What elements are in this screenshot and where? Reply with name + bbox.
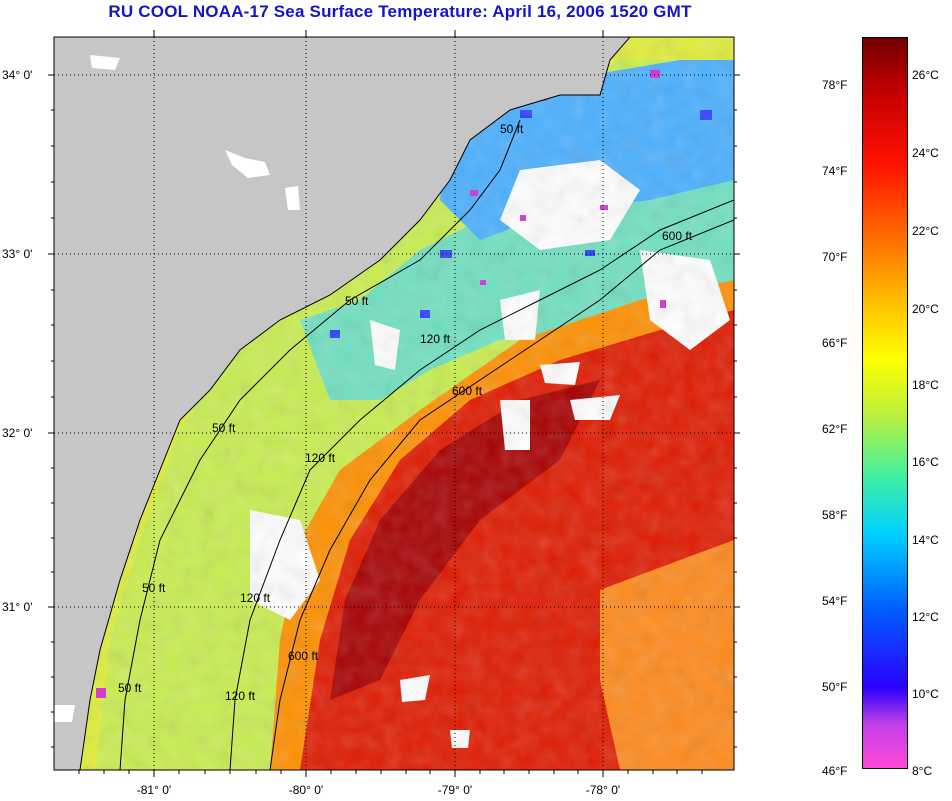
map-title: RU COOL NOAA-17 Sea Surface Temperature:… [108, 2, 692, 21]
contour-label: 50 ft [212, 421, 236, 435]
contour-label: 50 ft [118, 681, 142, 695]
contour-label: 600 ft [452, 384, 483, 398]
fahrenheit-label: 62°F [822, 422, 848, 436]
land-mass [54, 37, 631, 770]
celsius-label: 16°C [912, 455, 939, 469]
fahrenheit-label: 70°F [822, 250, 848, 264]
lat-label: 33° 0' [2, 247, 32, 261]
contour-label: 600 ft [662, 229, 693, 243]
lon-label: -81° 0' [137, 783, 171, 797]
axis-ticks [48, 30, 740, 777]
graticule [54, 37, 734, 770]
lon-label: -78° 0' [586, 783, 620, 797]
celsius-label: 24°C [912, 146, 939, 160]
lat-label: 34° 0' [2, 68, 32, 82]
contour-label: 600 ft [288, 649, 319, 663]
inland-water [285, 186, 300, 210]
fahrenheit-label: 50°F [822, 680, 848, 694]
contour-label: 50 ft [500, 122, 524, 136]
inland-water [54, 705, 75, 722]
celsius-label: 18°C [912, 378, 939, 392]
lat-label: 32° 0' [2, 426, 32, 440]
minor-ticks [51, 109, 737, 774]
contour-label: 120 ft [420, 332, 451, 346]
celsius-label: 22°C [912, 224, 939, 238]
longitude-labels: -81° 0' -80° 0' -79° 0' -78° 0' [137, 783, 620, 797]
lat-label: 31° 0' [2, 600, 32, 614]
lon-label: -79° 0' [438, 783, 472, 797]
celsius-label: 12°C [912, 610, 939, 624]
celsius-label: 26°C [912, 68, 939, 82]
temperature-colorbar [862, 37, 908, 769]
celsius-label: 14°C [912, 533, 939, 547]
celsius-label: 20°C [912, 302, 939, 316]
contour-label: 120 ft [225, 689, 256, 703]
contour-label: 50 ft [142, 581, 166, 595]
inland-water [225, 150, 270, 178]
contour-label: 120 ft [240, 591, 271, 605]
fahrenheit-label: 74°F [822, 164, 848, 178]
contour-label: 50 ft [345, 294, 369, 308]
contour-label: 120 ft [305, 451, 336, 465]
fahrenheit-label: 78°F [822, 78, 848, 92]
fahrenheit-label: 58°F [822, 508, 848, 522]
latitude-labels: 34° 0' 33° 0' 32° 0' 31° 0' [2, 68, 32, 614]
fahrenheit-label: 54°F [822, 594, 848, 608]
celsius-label: 8°C [912, 764, 933, 778]
celsius-label: 10°C [912, 687, 939, 701]
inland-water [90, 55, 120, 70]
lon-label: -80° 0' [289, 783, 323, 797]
contour-labels: 50 ft 50 ft 50 ft 50 ft 50 ft 120 ft 120… [118, 122, 693, 703]
depth-contours [119, 119, 734, 770]
fahrenheit-label: 66°F [822, 336, 848, 350]
map-frame [53, 36, 735, 771]
fahrenheit-label: 46°F [822, 764, 848, 778]
